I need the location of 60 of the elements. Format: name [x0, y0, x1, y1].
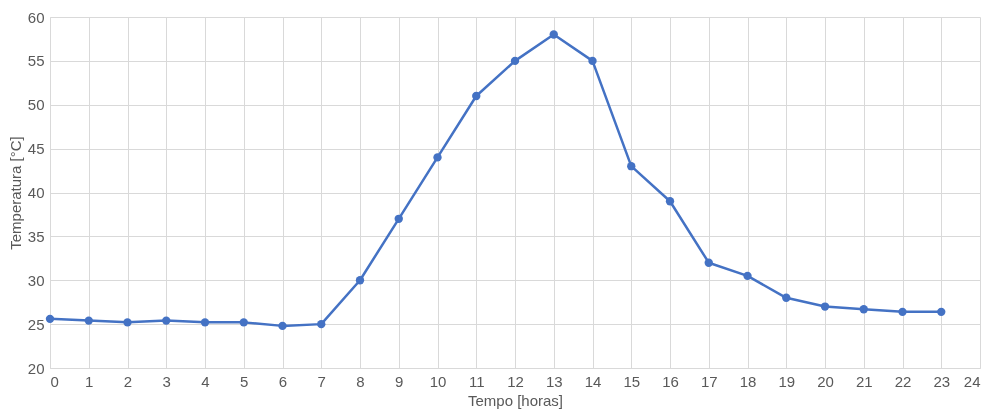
- point: [704, 258, 713, 267]
- point: [898, 307, 907, 317]
- point: [820, 302, 830, 311]
- y-tick-label: 60: [27, 8, 45, 26]
- point: [239, 318, 248, 327]
- x-tick-label: 8: [356, 372, 365, 390]
- x-tick-label: 15: [623, 372, 641, 390]
- x-tick-label: 2: [123, 372, 133, 390]
- y-tick-label: 30: [27, 271, 45, 289]
- y-axis-title: Temperatura [°C]: [6, 136, 24, 250]
- x-tick-label: 24: [963, 372, 981, 390]
- x-tick-label: 17: [700, 372, 718, 390]
- x-tick-label: 6: [278, 372, 288, 390]
- x-tick-label: 1: [85, 372, 94, 390]
- point: [937, 307, 946, 317]
- point: [84, 316, 93, 325]
- point: [782, 293, 791, 302]
- point: [549, 30, 558, 39]
- x-tick-label: 11: [468, 372, 485, 390]
- y-tick-label: 35: [27, 227, 45, 245]
- y-tick-label: 50: [27, 96, 45, 114]
- point: [510, 56, 520, 66]
- x-tick-label: 5: [240, 372, 249, 390]
- x-tick-label: 23: [933, 372, 951, 390]
- y-tick-label: 55: [27, 52, 45, 70]
- point: [743, 271, 752, 281]
- y-tick-label: 25: [27, 315, 45, 333]
- y-tick-label: 40: [27, 184, 45, 201]
- x-tick-label: 10: [429, 372, 447, 390]
- x-tick-label: 16: [662, 372, 679, 390]
- point: [317, 319, 326, 329]
- point: [200, 318, 210, 327]
- x-axis-title: Tempo [horas]: [467, 391, 564, 409]
- x-tick-label: 4: [201, 372, 210, 390]
- x-tick-label: 19: [778, 372, 796, 390]
- point: [627, 162, 636, 171]
- x-tick-label: 21: [855, 372, 873, 390]
- x-tick-label: 9: [395, 372, 404, 390]
- point: [355, 276, 365, 285]
- x-tick-label: 12: [507, 372, 524, 390]
- point: [394, 214, 403, 223]
- x-tick-label: 3: [162, 372, 171, 390]
- y-tick-label: 20: [27, 359, 45, 377]
- x-tick-label: 0: [50, 372, 59, 390]
- x-tick-label: 20: [817, 372, 834, 390]
- point: [472, 91, 481, 101]
- point: [859, 305, 868, 314]
- x-tick-label: 22: [894, 372, 912, 390]
- point: [665, 197, 675, 206]
- x-tick-label: 7: [317, 372, 326, 390]
- point: [162, 316, 171, 325]
- point: [45, 314, 55, 324]
- x-tick-label: 14: [584, 372, 602, 390]
- y-tick-label: 45: [27, 140, 45, 158]
- x-tick-label: 18: [739, 372, 757, 390]
- point: [123, 318, 132, 327]
- x-tick-label: 13: [545, 372, 563, 390]
- point: [588, 56, 597, 66]
- point: [433, 153, 442, 162]
- point: [278, 321, 287, 331]
